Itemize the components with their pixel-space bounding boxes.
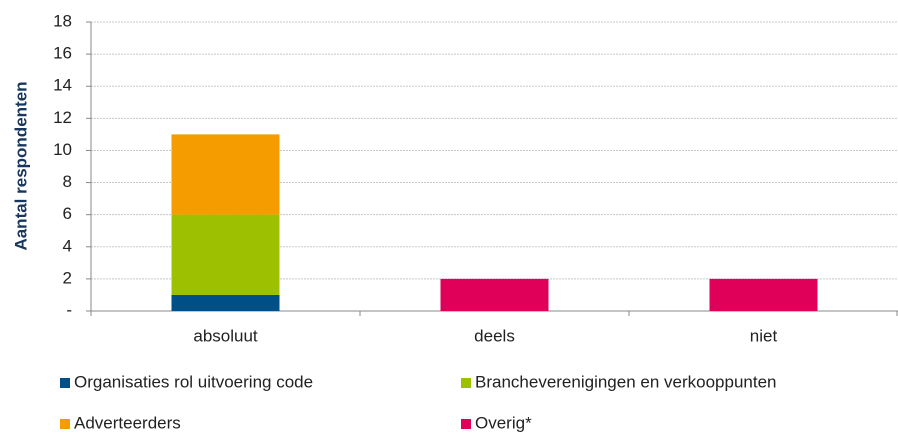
y-tick-label: 8 [63, 172, 72, 191]
bar-segment [171, 214, 280, 295]
legend-swatch [461, 378, 471, 388]
x-tick-label: niet [750, 326, 778, 345]
legend-label: Overig* [475, 413, 532, 432]
bar-segment [709, 278, 818, 311]
bar-segment [171, 134, 280, 215]
legend-swatch [461, 419, 471, 429]
y-tick-label: 16 [53, 44, 72, 63]
legend-label: Adverteerders [74, 413, 181, 432]
y-tick-label: 14 [53, 76, 72, 95]
y-tick-label: - [66, 300, 72, 319]
y-axis-label: Aantal respondenten [11, 81, 30, 250]
legend-label: Brancheverenigingen en verkooppunten [475, 372, 777, 391]
y-tick-label: 6 [63, 204, 72, 223]
x-tick-label: absoluut [193, 326, 258, 345]
legend-label: Organisaties rol uitvoering code [74, 372, 313, 391]
y-tick-label: 18 [53, 11, 72, 30]
bar-segment [171, 294, 280, 311]
legend-swatch [60, 378, 70, 388]
legend-swatch [60, 419, 70, 429]
bar-segment [440, 278, 549, 311]
x-tick-label: deels [474, 326, 515, 345]
y-tick-label: 2 [63, 268, 72, 287]
y-tick-label: 12 [53, 108, 72, 127]
y-tick-label: 4 [63, 236, 72, 255]
y-tick-label: 10 [53, 140, 72, 159]
